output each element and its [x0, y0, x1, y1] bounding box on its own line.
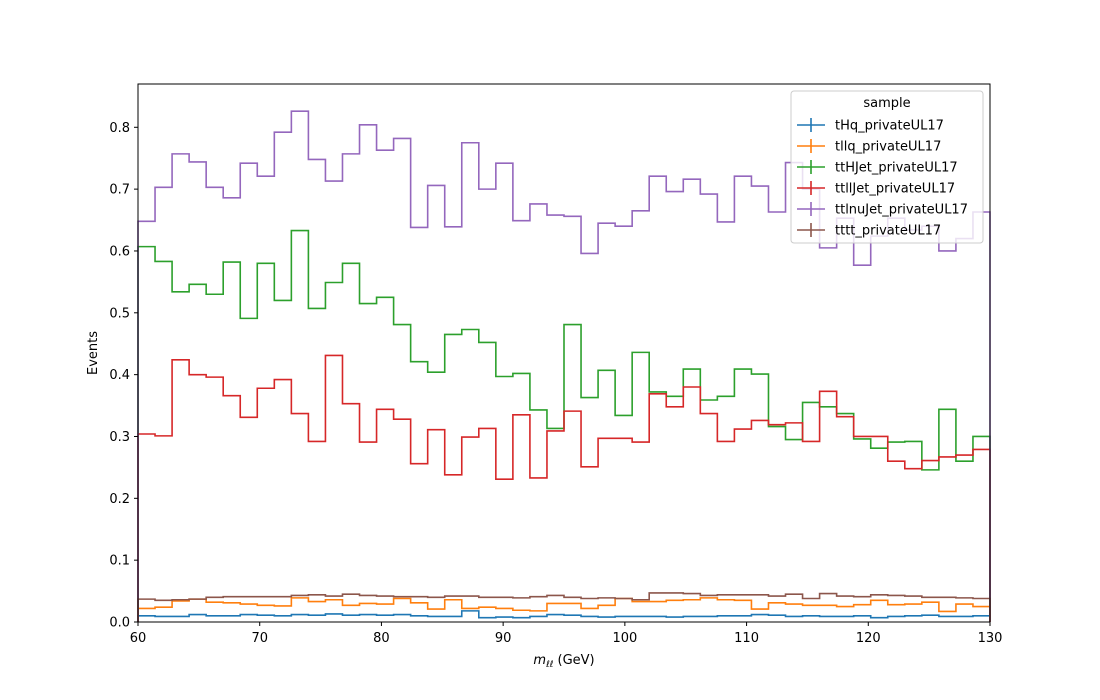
y-tick-label: 0.6 [109, 244, 130, 259]
x-tick-label: 90 [495, 631, 512, 646]
legend-label: tttt_privateUL17 [835, 224, 941, 239]
legend-label: tHq_privateUL17 [835, 119, 944, 134]
axes-frame [137, 83, 991, 623]
x-tick-label: 100 [612, 631, 637, 646]
y-tick-label: 0.3 [109, 430, 130, 445]
y-axis: 0.0 0.1 0.2 0.3 0.4 0.5 0.6 0.7 0.8 [109, 121, 138, 631]
x-tick-label: 110 [734, 631, 759, 646]
series-tttt-step [137, 592, 991, 622]
x-axis-label-base: m [533, 653, 546, 668]
legend-entry-tttt: tttt_privateUL17 [797, 223, 941, 239]
y-tick-label: 0.7 [109, 183, 130, 198]
legend-label: tllq_privateUL17 [835, 140, 941, 155]
y-tick-label: 0.4 [109, 368, 130, 383]
y-tick-label: 0.0 [109, 616, 130, 631]
x-tick-label: 80 [373, 631, 390, 646]
legend-entry-ttlljet: ttllJet_privateUL17 [797, 181, 955, 197]
x-axis-label: mℓℓ (GeV) [533, 653, 594, 670]
series-thq-step [137, 610, 991, 622]
y-tick-label: 0.5 [109, 306, 130, 321]
x-tick-label: 130 [978, 631, 1003, 646]
y-tick-label: 0.1 [109, 554, 130, 569]
legend-box [790, 90, 984, 244]
legend-entries: tHq_privateUL17 tllq_privateUL17 ttHJet_pr… [797, 118, 968, 239]
legend: sample tHq_privateUL17 tllq_privateUL17tt… [790, 90, 984, 244]
legend-label: ttlnuJet_privateUL17 [835, 203, 968, 218]
y-axis-label: Events [86, 331, 101, 375]
series-tllq-step [137, 597, 991, 622]
legend-entry-tthjet: ttHJet_privateUL17 [797, 160, 958, 176]
x-axis-label-subscript: ℓℓ [545, 660, 553, 670]
legend-entry-ttlnujet: ttlnuJet_privateUL17 [797, 202, 968, 218]
x-tick-label: 120 [856, 631, 881, 646]
legend-title: sample [863, 96, 910, 111]
x-tick-label: 70 [251, 631, 268, 646]
y-tick-label: 0.8 [109, 121, 130, 136]
x-tick-label: 60 [130, 631, 147, 646]
legend-label: ttHJet_privateUL17 [835, 161, 958, 176]
series-ttlljet-step [137, 354, 991, 622]
series-layer [137, 110, 991, 622]
legend-label: ttllJet_privateUL17 [835, 182, 955, 197]
y-tick-label: 0.2 [109, 492, 130, 507]
x-axis: 60 70 80 90 100 110 120 130 [130, 622, 1003, 646]
legend-entry-tllq: tllq_privateUL17 [797, 139, 941, 155]
legend-entry-thq: tHq_privateUL17 [797, 118, 944, 134]
x-axis-label-unit: (GeV) [558, 653, 595, 668]
